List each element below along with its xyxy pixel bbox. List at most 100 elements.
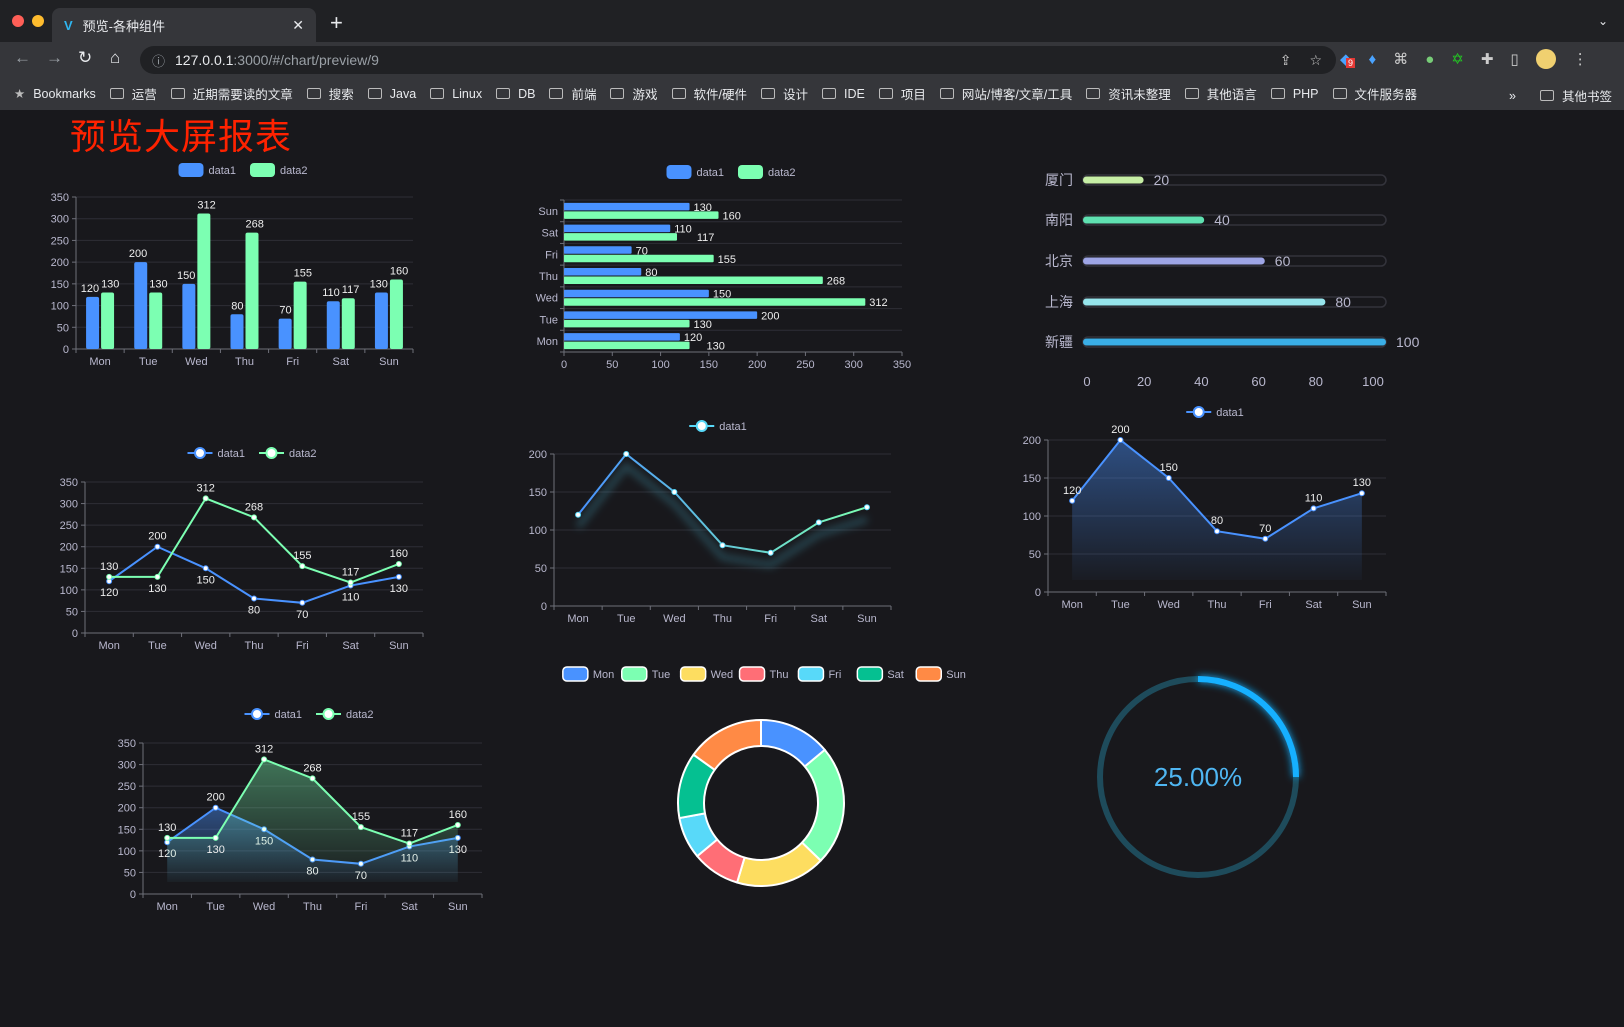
bookmark-folder[interactable]: Java [367, 86, 417, 101]
minimize-window-button[interactable] [32, 15, 44, 27]
star-extension-icon[interactable]: ✡ [1451, 51, 1464, 68]
legend-item[interactable]: Sun [915, 666, 966, 682]
legend-label: data2 [280, 165, 308, 177]
legend-item[interactable]: data1 [689, 420, 747, 433]
bookmarks-overflow-button[interactable]: » [1509, 88, 1516, 103]
progress-label: 南阳 [1045, 212, 1073, 228]
bookmark-folder[interactable]: 搜索 [306, 84, 354, 103]
browser-tab[interactable]: V 预览-各种组件 ✕ [52, 8, 316, 42]
y-tick-label: Sat [541, 228, 558, 240]
y-tick-label: 350 [118, 738, 136, 750]
folder-icon [496, 88, 511, 99]
x-tick-label: Fri [764, 613, 777, 625]
command-extension-icon[interactable]: ⌘ [1393, 51, 1409, 68]
avatar[interactable] [1535, 49, 1556, 69]
bookmark-folder[interactable]: IDE [822, 87, 865, 101]
legend-item[interactable]: data1 [244, 708, 303, 721]
y-tick-label: Mon [537, 336, 558, 348]
puzzle-icon[interactable]: ✚ [1480, 51, 1494, 68]
y-tick-label: 100 [60, 585, 78, 597]
legend-item[interactable]: data1 [1186, 406, 1244, 419]
legend-item[interactable]: data2 [259, 447, 317, 460]
page-title: 预览大屏报表 [70, 116, 293, 157]
bookmarks-label[interactable]: ★ Bookmarks [14, 86, 96, 102]
close-tab-icon[interactable]: ✕ [292, 16, 304, 33]
bookmark-folder[interactable]: 文件服务器 [1332, 84, 1417, 103]
bookmark-folder[interactable]: 网站/博客/文章/工具 [939, 84, 1072, 103]
bookmark-folder[interactable]: PHP [1270, 87, 1319, 101]
close-window-button[interactable] [12, 15, 24, 27]
data-point [767, 549, 774, 556]
legend-item[interactable]: Mon [562, 666, 614, 682]
point-data-label: 200 [148, 531, 166, 543]
bar [564, 254, 714, 263]
progress-value: 60 [1275, 253, 1291, 269]
share-icon[interactable]: ⇪ [1279, 51, 1292, 68]
legend-item[interactable]: data1 [187, 447, 246, 460]
site-info-icon[interactable]: ⓘ [152, 53, 166, 69]
home-icon[interactable]: ⌂ [110, 48, 121, 67]
bookmark-label: Bookmarks [33, 86, 96, 101]
bookmark-folder[interactable]: DB [496, 87, 535, 101]
legend-item[interactable]: Tue [621, 666, 671, 682]
progress-value: 40 [1214, 212, 1230, 228]
folder-icon [1270, 88, 1285, 99]
data-point [202, 565, 209, 572]
legend-item[interactable]: data1 [666, 165, 725, 179]
folder-icon [878, 88, 893, 99]
data-point [623, 451, 630, 457]
legend-swatch [856, 666, 884, 682]
chart-3: data1 data2 0 50 100 150 200 250 300 350 Mon Tue Wed… [60, 447, 424, 652]
bar [389, 279, 403, 349]
menu-icon[interactable]: ⋮ [1572, 51, 1588, 68]
legend-item[interactable]: data2 [316, 708, 374, 721]
bar-data-label: 130 [149, 279, 167, 291]
bookmark-label: Java [389, 86, 417, 101]
folder-icon [671, 88, 686, 99]
bar-data-label: 268 [827, 276, 845, 288]
forward-icon[interactable]: → [46, 48, 63, 67]
gem-extension-icon[interactable]: ♦ [1368, 50, 1377, 68]
x-tick-label: 350 [893, 359, 911, 371]
y-tick-label: 300 [51, 214, 69, 226]
other-bookmarks[interactable]: 其他书签 [1539, 86, 1612, 105]
bookmark-folder[interactable]: 游戏 [610, 84, 658, 103]
bookmark-folder[interactable]: 其他语言 [1184, 84, 1257, 103]
bookmark-folder[interactable]: 设计 [760, 84, 808, 103]
legend-item[interactable]: Fri [797, 666, 841, 682]
address-bar[interactable]: ⓘ 127.0.0.1:3000/#/chart/preview/9 ⇪ ☆ [140, 46, 1336, 74]
back-icon[interactable]: ← [14, 48, 31, 67]
bookmark-folder[interactable]: Linux [430, 87, 482, 101]
folder-icon [610, 88, 625, 99]
bookmark-folder[interactable]: 项目 [878, 84, 926, 103]
new-tab-button[interactable]: + [330, 10, 343, 35]
bar-data-label: 130 [694, 319, 712, 331]
tab-search-chevron-icon[interactable]: ⌄ [1597, 14, 1608, 28]
bookmark-folder[interactable]: 近期需要读的文章 [170, 84, 293, 103]
legend-item[interactable]: Thu [738, 666, 789, 682]
legend-item[interactable]: data2 [738, 165, 796, 179]
x-tick-label: Thu [1208, 599, 1227, 611]
legend-item[interactable]: data1 [178, 163, 237, 177]
legend-item[interactable]: data2 [250, 163, 308, 177]
bar-data-label: 70 [636, 245, 648, 257]
bookmark-folder[interactable]: 前端 [549, 84, 596, 103]
bookmark-folder[interactable]: 软件/硬件 [671, 84, 747, 103]
bar-data-label: 117 [697, 232, 715, 244]
data-point [202, 495, 209, 502]
x-tick-label: 100 [651, 359, 669, 371]
y-tick-label: 150 [1023, 473, 1041, 485]
extension-icon[interactable]: ◆9 [1340, 50, 1356, 68]
bookmark-folder[interactable]: 资讯未整理 [1086, 84, 1171, 103]
reload-icon[interactable]: ↻ [78, 48, 93, 67]
bar [564, 211, 719, 219]
progress-value: 100 [1396, 334, 1420, 350]
bookmark-folder[interactable]: 运营 [109, 84, 157, 103]
legend-item[interactable]: Wed [679, 666, 733, 682]
circle-extension-icon[interactable]: ● [1425, 50, 1435, 68]
legend-label: data2 [768, 167, 796, 179]
legend-item[interactable]: Sat [856, 666, 904, 682]
data-point [395, 573, 402, 580]
side-panel-icon[interactable]: ▯ [1510, 51, 1519, 68]
bookmark-star-icon[interactable]: ☆ [1309, 51, 1322, 68]
